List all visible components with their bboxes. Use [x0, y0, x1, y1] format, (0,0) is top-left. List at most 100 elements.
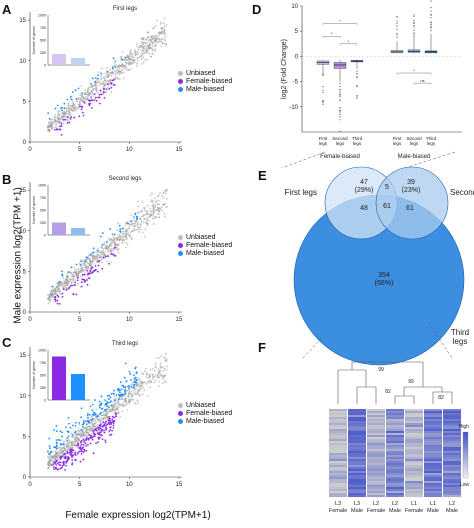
- point-unbiased: [150, 213, 153, 216]
- point-female-biased: [87, 437, 90, 440]
- point-unbiased: [95, 90, 98, 92]
- y-tick-label: 0: [23, 475, 27, 481]
- point-unbiased: [52, 451, 54, 454]
- point-unbiased: [154, 362, 157, 365]
- point-unbiased: [127, 69, 129, 71]
- point-unbiased: [129, 60, 132, 63]
- inset-tick-label: 250: [40, 51, 46, 55]
- point-unbiased: [161, 195, 164, 198]
- point-female-biased: [53, 468, 56, 470]
- point-unbiased: [136, 62, 138, 65]
- point-unbiased: [95, 408, 98, 411]
- point-unbiased: [62, 122, 65, 124]
- heatmap-cell: [424, 495, 442, 498]
- point-unbiased: [143, 370, 146, 373]
- point-female-biased: [78, 450, 81, 453]
- point-unbiased: [49, 464, 52, 467]
- point-unbiased: [65, 450, 67, 452]
- point-unbiased: [122, 230, 125, 233]
- point-male-biased: [57, 438, 60, 441]
- point-unbiased: [108, 71, 110, 74]
- point-female-biased: [64, 469, 67, 471]
- point-male-biased: [66, 275, 69, 278]
- point-unbiased: [135, 402, 137, 405]
- point-unbiased: [159, 191, 161, 194]
- heatmap-cell: [386, 441, 404, 444]
- point-male-biased: [101, 243, 104, 246]
- point-unbiased: [63, 284, 66, 287]
- heatmap-cell: [348, 493, 366, 496]
- heatmap-cell: [405, 411, 423, 414]
- heatmap-cell: [424, 441, 442, 444]
- inset-bar: [52, 222, 66, 235]
- heatmap-cell: [329, 417, 347, 420]
- point-female-biased: [52, 466, 55, 468]
- point-unbiased: [113, 70, 116, 73]
- point-unbiased: [82, 270, 85, 273]
- point-female-biased: [70, 116, 73, 118]
- heatmap-cell: [367, 485, 385, 488]
- point-unbiased: [133, 229, 135, 232]
- heatmap-cell: [386, 459, 404, 462]
- point-male-biased: [128, 387, 131, 390]
- point-male-biased: [115, 394, 118, 396]
- point-female-biased: [64, 452, 66, 455]
- point-unbiased: [74, 107, 77, 110]
- point-male-biased: [63, 102, 66, 105]
- point-unbiased: [78, 432, 80, 435]
- point-male-biased: [101, 407, 104, 410]
- point-unbiased: [91, 93, 94, 95]
- point-female-biased: [69, 285, 72, 287]
- heatmap-cell: [367, 483, 385, 486]
- point-male-biased: [124, 362, 127, 365]
- point-unbiased: [86, 435, 89, 438]
- point-unbiased: [97, 247, 100, 250]
- heatmap-cell: [329, 463, 347, 466]
- heatmap-cell: [424, 491, 442, 494]
- point-unbiased: [90, 427, 93, 430]
- point-unbiased: [117, 252, 120, 254]
- point-unbiased: [141, 52, 144, 55]
- heatmap-cell: [443, 455, 461, 458]
- point-female-biased: [101, 267, 104, 270]
- heatmap-cell: [424, 473, 442, 476]
- point-unbiased: [142, 38, 144, 41]
- point-unbiased: [118, 404, 120, 407]
- point-unbiased: [114, 242, 117, 244]
- point-unbiased: [144, 214, 146, 216]
- heatmap-cell: [386, 455, 404, 458]
- heatmap-cell: [367, 467, 385, 470]
- point-unbiased: [126, 237, 128, 239]
- heatmap-cell: [424, 415, 442, 418]
- point-unbiased: [133, 401, 136, 404]
- point-unbiased: [105, 71, 108, 74]
- point-unbiased: [163, 17, 166, 20]
- point-male-biased: [135, 218, 138, 221]
- point-female-biased: [83, 449, 86, 452]
- point-unbiased: [50, 460, 52, 463]
- point-female-biased: [62, 288, 65, 291]
- point-unbiased: [154, 375, 157, 377]
- point-unbiased: [163, 215, 166, 218]
- point-unbiased: [90, 421, 93, 424]
- point-unbiased: [130, 223, 133, 225]
- point-unbiased: [118, 239, 121, 242]
- point-unbiased: [134, 383, 137, 386]
- point-unbiased: [134, 53, 137, 56]
- point-unbiased: [139, 55, 141, 58]
- point-unbiased: [135, 43, 138, 46]
- heatmap-cell: [367, 489, 385, 492]
- point-unbiased: [158, 207, 161, 209]
- point-unbiased: [145, 221, 147, 224]
- point-male-biased: [130, 386, 133, 388]
- heatmap-cell: [329, 473, 347, 476]
- point-unbiased: [124, 222, 127, 225]
- panel-title: Third legs: [112, 341, 138, 347]
- point-unbiased: [50, 296, 53, 299]
- point-unbiased: [157, 380, 160, 383]
- point-unbiased: [54, 450, 57, 453]
- point-unbiased: [155, 43, 157, 46]
- point-unbiased: [85, 93, 88, 96]
- point-unbiased: [83, 262, 86, 265]
